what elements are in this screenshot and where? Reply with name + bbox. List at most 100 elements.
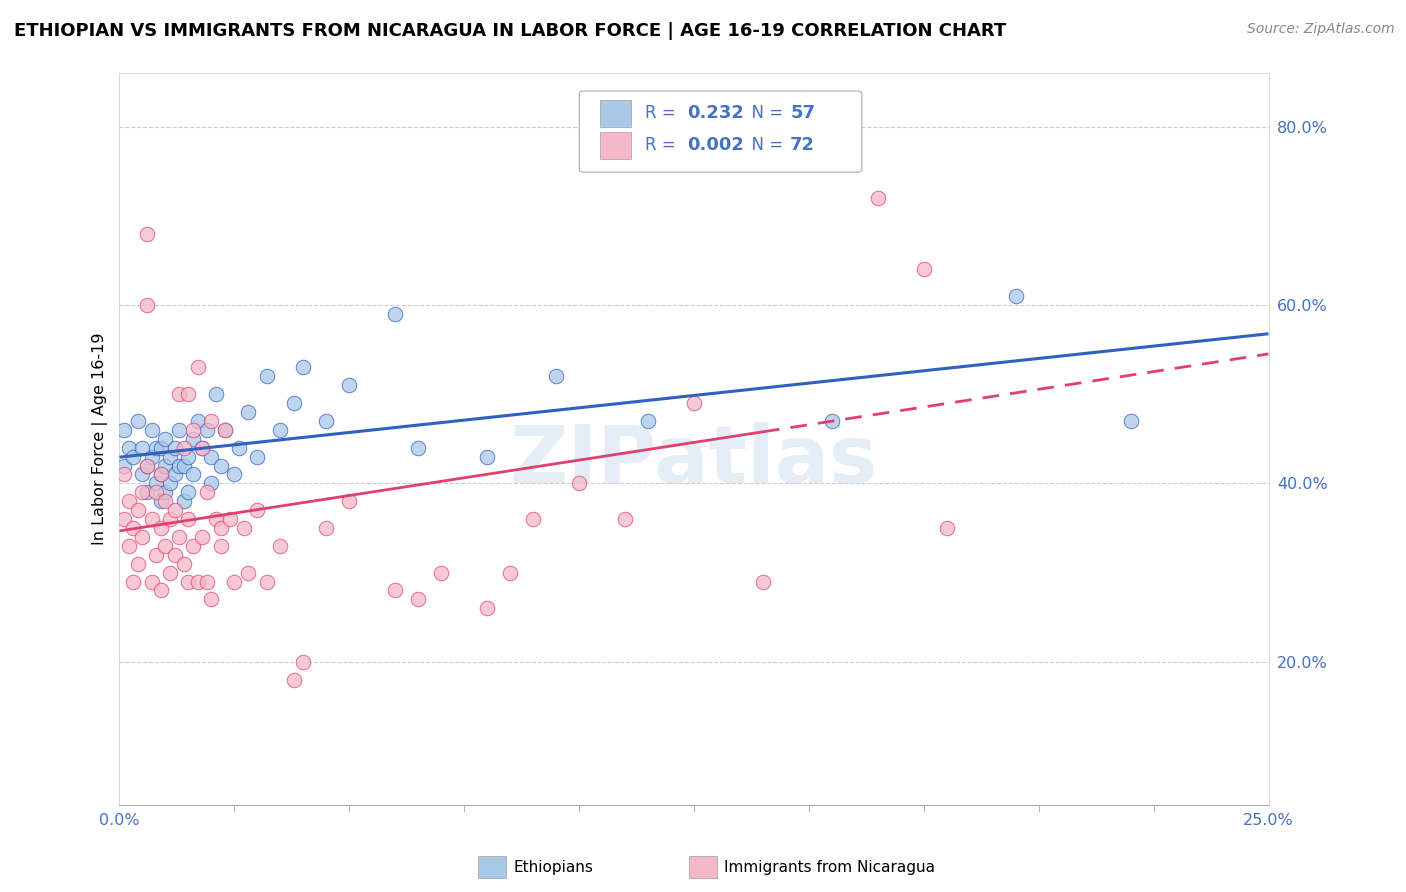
Point — [246, 503, 269, 517]
Point — [149, 494, 172, 508]
Text: N =: N = — [741, 104, 789, 122]
Point — [912, 262, 935, 277]
Point — [205, 387, 228, 401]
Point — [155, 485, 177, 500]
Point — [292, 360, 315, 375]
Point — [246, 450, 269, 464]
Text: R =: R = — [645, 136, 686, 154]
Point — [187, 574, 209, 589]
Text: 0.232: 0.232 — [688, 104, 744, 122]
Point — [866, 191, 889, 205]
Point — [145, 441, 167, 455]
Point — [683, 396, 706, 410]
Point — [568, 476, 591, 491]
Point — [163, 467, 186, 482]
Point — [384, 583, 406, 598]
Point — [315, 521, 337, 535]
Text: 72: 72 — [790, 136, 815, 154]
Point — [522, 512, 544, 526]
Point — [191, 441, 214, 455]
Point — [236, 566, 259, 580]
Point — [256, 574, 278, 589]
Point — [127, 414, 149, 428]
Point — [224, 574, 246, 589]
Point — [337, 494, 360, 508]
Point — [181, 432, 204, 446]
Text: Source: ZipAtlas.com: Source: ZipAtlas.com — [1247, 22, 1395, 37]
Point — [136, 298, 159, 312]
Point — [173, 441, 195, 455]
Point — [209, 539, 232, 553]
Point — [752, 574, 775, 589]
Point — [315, 414, 337, 428]
Point — [141, 450, 163, 464]
Point — [200, 414, 222, 428]
Point — [821, 414, 844, 428]
Point — [187, 414, 209, 428]
Point — [499, 566, 522, 580]
Point — [149, 467, 172, 482]
Point — [430, 566, 453, 580]
Point — [821, 120, 844, 134]
Point — [1119, 414, 1142, 428]
Point — [159, 476, 181, 491]
Point — [159, 566, 181, 580]
Point — [136, 458, 159, 473]
Text: 57: 57 — [790, 104, 815, 122]
Point — [614, 512, 637, 526]
Point — [228, 441, 250, 455]
Point — [155, 458, 177, 473]
Text: 0.002: 0.002 — [688, 136, 744, 154]
Point — [145, 485, 167, 500]
Point — [1004, 289, 1026, 303]
Point — [181, 467, 204, 482]
Point — [637, 414, 659, 428]
Point — [167, 458, 190, 473]
Point — [173, 494, 195, 508]
Point — [214, 423, 236, 437]
Point — [195, 485, 218, 500]
Point — [117, 441, 139, 455]
Point — [475, 601, 498, 615]
Point — [167, 530, 190, 544]
Point — [205, 512, 228, 526]
Point — [173, 557, 195, 571]
Point — [145, 548, 167, 562]
Point — [209, 458, 232, 473]
Point — [149, 521, 172, 535]
Point — [256, 369, 278, 384]
Point — [167, 387, 190, 401]
Point — [283, 396, 305, 410]
Text: Ethiopians: Ethiopians — [513, 860, 593, 874]
Point — [155, 539, 177, 553]
Point — [122, 521, 145, 535]
Point — [546, 369, 568, 384]
Point — [181, 423, 204, 437]
Point — [127, 557, 149, 571]
Point — [475, 450, 498, 464]
Point — [117, 539, 139, 553]
Point — [163, 441, 186, 455]
Y-axis label: In Labor Force | Age 16-19: In Labor Force | Age 16-19 — [93, 333, 108, 545]
Point — [159, 450, 181, 464]
Text: ZIPatlas: ZIPatlas — [510, 422, 879, 500]
Point — [177, 574, 200, 589]
Point — [131, 467, 153, 482]
Point — [149, 583, 172, 598]
Point — [283, 673, 305, 687]
Point — [136, 458, 159, 473]
Point — [112, 458, 135, 473]
Point — [122, 574, 145, 589]
Point — [163, 503, 186, 517]
Point — [218, 512, 240, 526]
Point — [191, 441, 214, 455]
Point — [131, 485, 153, 500]
Point — [136, 227, 159, 241]
Point — [292, 655, 315, 669]
Point — [149, 441, 172, 455]
Point — [209, 521, 232, 535]
Point — [214, 423, 236, 437]
Point — [187, 360, 209, 375]
Point — [173, 458, 195, 473]
Point — [131, 530, 153, 544]
